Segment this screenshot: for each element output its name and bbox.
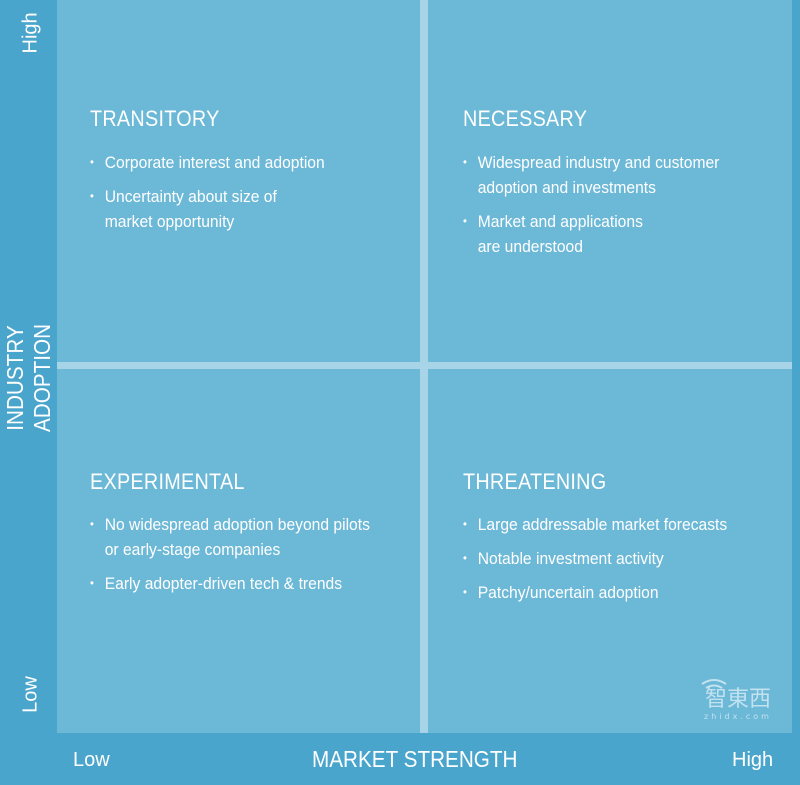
list-item: Widespread industry and customer adoptio… bbox=[463, 150, 754, 200]
x-axis-low-label: Low bbox=[73, 749, 110, 771]
quadrant-necessary: NECESSARY Widespread industry and custom… bbox=[428, 0, 792, 362]
y-axis-title: INDUSTRY ADOPTION bbox=[2, 323, 55, 433]
list-item: Early adopter-driven tech & trends bbox=[90, 571, 403, 596]
list-item: Large addressable market forecasts bbox=[463, 512, 776, 537]
x-axis-title: MARKET STRENGTH bbox=[312, 746, 518, 772]
list-item: Notable investment activity bbox=[463, 546, 776, 571]
svg-text:智東西: 智東西 bbox=[705, 687, 771, 712]
x-axis-high-label: High bbox=[732, 749, 774, 771]
list-item: No widespread adoption beyond pilots or … bbox=[90, 512, 372, 562]
y-axis-high-label: High bbox=[19, 12, 42, 54]
quadrant-experimental: EXPERIMENTAL No widespread adoption beyo… bbox=[57, 369, 420, 733]
bullet-list: Widespread industry and customer adoptio… bbox=[463, 150, 776, 268]
quadrant-title: EXPERIMENTAL bbox=[90, 469, 245, 494]
list-item: Patchy/uncertain adoption bbox=[463, 580, 776, 605]
bullet-list: Large addressable market forecasts Notab… bbox=[463, 512, 776, 614]
quadrant-transitory: TRANSITORY Corporate interest and adopti… bbox=[57, 0, 420, 362]
list-item: Market and applications are understood bbox=[463, 209, 662, 259]
svg-text:zhidx.com: zhidx.com bbox=[704, 712, 772, 721]
bullet-list: Corporate interest and adoption Uncertai… bbox=[90, 150, 403, 243]
bullet-list: No widespread adoption beyond pilots or … bbox=[90, 512, 403, 605]
list-item: Corporate interest and adoption bbox=[90, 150, 403, 175]
quadrant-title: NECESSARY bbox=[463, 106, 588, 131]
quadrant-grid: TRANSITORY Corporate interest and adopti… bbox=[57, 0, 792, 733]
list-item: Uncertainty about size of market opportu… bbox=[90, 184, 289, 234]
watermark-logo-icon: 智東西 zhidx.com bbox=[701, 679, 772, 721]
y-axis-low-label: Low bbox=[19, 676, 42, 713]
quadrant-title: THREATENING bbox=[463, 469, 607, 494]
quadrant-title: TRANSITORY bbox=[90, 106, 220, 131]
quadrant-threatening: THREATENING Large addressable market for… bbox=[428, 369, 792, 733]
